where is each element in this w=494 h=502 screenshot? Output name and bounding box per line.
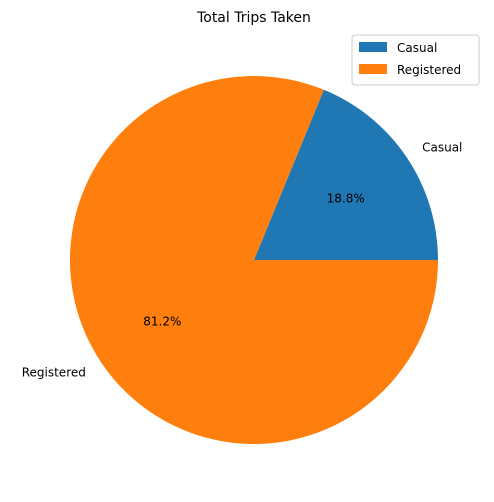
legend-swatch-registered — [359, 64, 387, 74]
pie-slice-casual — [254, 89, 438, 260]
pie-slices — [70, 76, 439, 445]
percent-label-casual: 18.8% — [327, 192, 365, 206]
legend: Casual Registered — [351, 34, 480, 86]
legend-entry-casual: Casual — [397, 41, 437, 55]
pie-labels: Casual 18.8% Registered 81.2% — [22, 140, 463, 379]
chart-title: Total Trips Taken — [196, 10, 311, 26]
pie-slice-registered — [70, 76, 439, 445]
slice-label-casual: Casual — [422, 140, 462, 154]
slice-label-registered: Registered — [22, 366, 86, 380]
legend-swatch-casual — [359, 42, 387, 52]
percent-label-registered: 81.2% — [143, 314, 181, 328]
legend-entry-registered: Registered — [397, 63, 461, 77]
